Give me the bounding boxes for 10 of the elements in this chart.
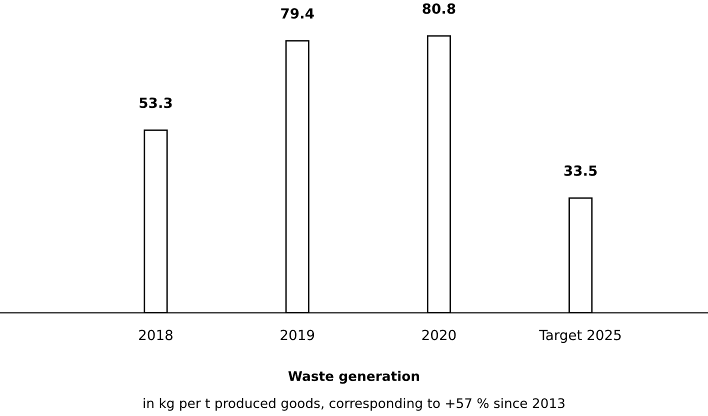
data-label: 53.3 (140, 98, 172, 108)
data-label: 79.4 (281, 8, 314, 19)
x-tick-label: 2019 (280, 330, 314, 340)
x-tick-label: 2020 (422, 330, 456, 340)
data-label: 80.8 (422, 3, 456, 14)
x-tick-label: 2018 (139, 330, 172, 340)
text: Waste generation (288, 370, 420, 384)
text: in kg per t produced goods, corresponding to +57 % since 2013 (144, 398, 564, 411)
x-tick-label: Target 2025 (539, 330, 621, 343)
data-label: 33.5 (564, 165, 597, 176)
